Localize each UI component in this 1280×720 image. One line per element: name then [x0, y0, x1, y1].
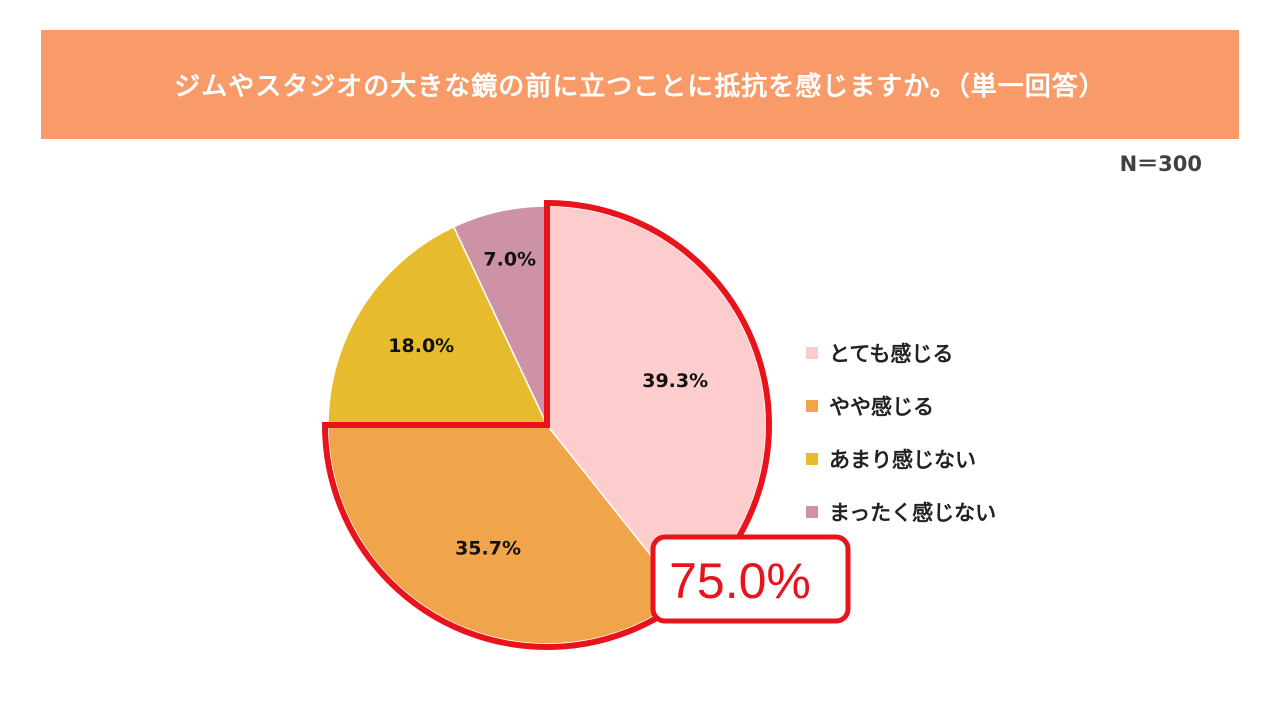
- total-callout-value: 75.0%: [669, 553, 811, 609]
- title-banner: ジムやスタジオの大きな鏡の前に立つことに抵抗を感じますか。（単一回答）: [41, 30, 1239, 139]
- legend-label: まったく感じない: [829, 500, 997, 525]
- legend-swatch: [806, 346, 818, 359]
- legend-label: とても感じる: [829, 341, 954, 366]
- legend-label: やや感じる: [829, 394, 934, 419]
- sample-size-label: N＝300: [1119, 152, 1202, 176]
- slice-label-2: 35.7%: [455, 537, 521, 559]
- total-callout-box: [650, 534, 851, 624]
- legend-item-2: やや感じる: [806, 379, 996, 432]
- pie-slice-2: [327, 424, 685, 645]
- legend-swatch: [806, 505, 818, 518]
- pie-slice-3: [327, 225, 549, 426]
- slice-label-4: 7.0%: [483, 248, 536, 270]
- legend-item-3: あまり感じない: [806, 432, 996, 485]
- legend-swatch: [806, 452, 818, 465]
- total-callout: 75.0%: [650, 534, 851, 624]
- slice-labels: 39.3% 35.7% 18.0% 7.0%: [388, 248, 708, 559]
- legend-swatch: [806, 399, 818, 412]
- chart-legend: とても感じる やや感じるあまり感じない まったく感じない: [806, 326, 996, 538]
- slice-label-1: 39.3%: [642, 370, 708, 392]
- chart-title: ジムやスタジオの大きな鏡の前に立つことに抵抗を感じますか。（単一回答）: [174, 72, 1106, 102]
- slice-label-3: 18.0%: [388, 335, 454, 357]
- legend-item-1: とても感じる: [806, 326, 996, 379]
- legend-label: あまり感じない: [829, 447, 976, 472]
- legend-item-4: まったく感じない: [806, 485, 996, 538]
